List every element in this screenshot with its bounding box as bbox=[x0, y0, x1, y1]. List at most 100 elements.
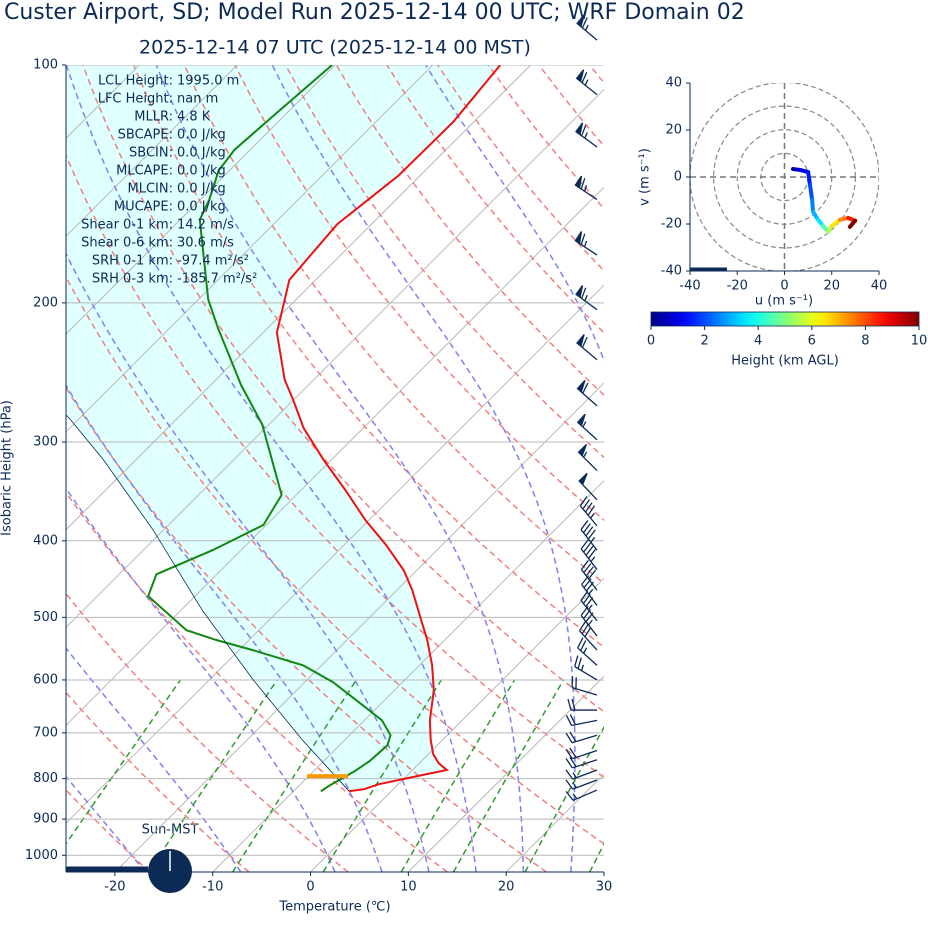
annotation-label: Shear 0-1 km: bbox=[81, 218, 173, 233]
colorbar-tick-label: 10 bbox=[911, 334, 928, 349]
isotherm bbox=[408, 675, 604, 872]
x-tick-label: -20 bbox=[104, 880, 125, 895]
hodo-y-tick-label: -20 bbox=[661, 217, 682, 232]
wind-barb bbox=[571, 676, 598, 696]
annotation-value: 0.0 J/kg bbox=[177, 146, 226, 161]
wind-barb bbox=[565, 779, 598, 790]
moist-adiabat bbox=[66, 65, 477, 872]
annotation-value: 0.0 J/kg bbox=[177, 200, 226, 215]
mixing-ratio-line bbox=[452, 679, 565, 872]
x-tick-label: 0 bbox=[306, 880, 314, 895]
annotation-label: SRH 0-1 km: bbox=[92, 254, 173, 269]
annotation-value: 0.0 J/kg bbox=[177, 128, 226, 143]
dry-adiabat bbox=[234, 65, 604, 522]
moist-adiabat bbox=[425, 65, 604, 363]
annotation-label: MLCAPE: bbox=[116, 164, 173, 179]
hodograph-segment bbox=[810, 197, 816, 214]
isotherm bbox=[66, 186, 604, 726]
y-tick-label: 700 bbox=[33, 725, 58, 740]
moist-adiabat bbox=[66, 646, 242, 872]
clock-label: Sun-MST bbox=[142, 823, 199, 838]
annotation-value: 30.6 m/s bbox=[177, 236, 234, 251]
dry-adiabat bbox=[792, 65, 928, 872]
moist-adiabat bbox=[66, 487, 336, 872]
x-axis-label: Temperature (℃) bbox=[278, 900, 390, 915]
wind-barb bbox=[577, 637, 598, 666]
y-tick-label: 1000 bbox=[25, 848, 58, 863]
x-tick-label: 10 bbox=[400, 880, 417, 895]
annotation-label: MLLR: bbox=[134, 110, 173, 125]
wind-barb bbox=[576, 14, 598, 41]
y-tick-label: 100 bbox=[33, 58, 58, 73]
isotherm bbox=[66, 65, 238, 237]
wind-barb bbox=[565, 714, 598, 727]
hodo-x-tick-label: 40 bbox=[871, 279, 888, 294]
hodo-x-tick-label: 0 bbox=[780, 279, 788, 294]
wind-barb bbox=[580, 560, 598, 591]
wind-barb bbox=[567, 698, 597, 711]
wind-barb bbox=[575, 69, 598, 96]
annotation-label: MLCIN: bbox=[128, 182, 173, 197]
annotation-label: SBCIN: bbox=[129, 146, 173, 161]
isotherm bbox=[66, 284, 604, 824]
hodograph-segment bbox=[806, 170, 813, 187]
x-tick-label: -10 bbox=[202, 880, 223, 895]
y-tick-label: 600 bbox=[33, 672, 58, 687]
wind-barb bbox=[578, 472, 598, 501]
isotherm bbox=[310, 577, 604, 872]
x-tick-label: 20 bbox=[498, 880, 515, 895]
y-tick-label: 500 bbox=[33, 610, 58, 625]
isotherm bbox=[114, 382, 604, 872]
dry-adiabat bbox=[82, 65, 604, 713]
wind-barb bbox=[580, 539, 598, 570]
annotation-label: SRH 0-3 km: bbox=[92, 272, 173, 287]
parcel-profile bbox=[66, 414, 350, 792]
hodo-x-tick-label: -20 bbox=[727, 279, 748, 294]
dewpoint-profile bbox=[147, 65, 392, 793]
dry-adiabat bbox=[386, 65, 604, 334]
wind-barb bbox=[580, 520, 598, 551]
colorbar-tick-label: 0 bbox=[647, 334, 655, 349]
annotation-value: 1995.0 m bbox=[177, 74, 239, 89]
annotation-label: LCL Height: bbox=[98, 74, 173, 89]
colorbar-tick-label: 6 bbox=[808, 334, 816, 349]
mixing-ratio-line bbox=[66, 679, 182, 845]
dry-adiabat bbox=[66, 491, 448, 872]
wind-barb bbox=[576, 379, 598, 407]
moist-adiabat bbox=[155, 65, 525, 872]
wind-barb bbox=[580, 605, 598, 637]
x-tick-label: 30 bbox=[596, 880, 613, 895]
wind-barb bbox=[575, 285, 598, 311]
dry-adiabat bbox=[66, 592, 349, 872]
hodo-y-tick-label: 0 bbox=[674, 170, 682, 185]
annotation-value: nan m bbox=[177, 92, 218, 107]
isotherm bbox=[66, 88, 604, 629]
y-tick-label: 900 bbox=[33, 812, 58, 827]
wind-barb bbox=[576, 413, 598, 441]
annotation-label: LFC Height: bbox=[98, 92, 173, 107]
mixing-ratio-line bbox=[637, 680, 735, 872]
isotherm bbox=[603, 871, 604, 872]
y-tick-label: 200 bbox=[33, 295, 58, 310]
mixing-ratio-line bbox=[148, 679, 278, 872]
annotation-label: SBCAPE: bbox=[118, 128, 173, 143]
mixing-ratio-line bbox=[524, 725, 604, 872]
mixing-ratio-line bbox=[400, 679, 516, 872]
wind-barb bbox=[565, 731, 598, 744]
y-tick-label: 400 bbox=[33, 533, 58, 548]
dry-adiabat bbox=[487, 65, 604, 210]
wind-barb bbox=[577, 443, 598, 472]
dry-adiabat bbox=[66, 788, 151, 872]
wind-barb bbox=[580, 590, 598, 622]
y-tick-label: 800 bbox=[33, 771, 58, 786]
hodo-x-tick-label: 20 bbox=[823, 279, 840, 294]
wind-barb bbox=[574, 655, 598, 681]
annotation-value: 14.2 m/s bbox=[177, 218, 234, 233]
dry-adiabat bbox=[132, 65, 604, 649]
mixing-ratio-line bbox=[589, 842, 604, 872]
hodo-y-tick-label: -40 bbox=[661, 264, 682, 279]
skewt-plot bbox=[66, 65, 928, 872]
colorbar-tick-label: 4 bbox=[754, 334, 762, 349]
